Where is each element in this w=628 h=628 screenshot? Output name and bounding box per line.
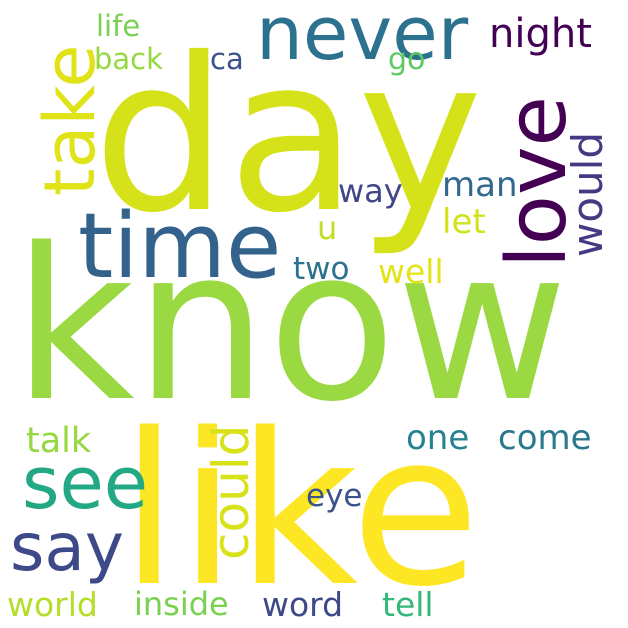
word-night: night [489, 11, 592, 57]
word-time: time [78, 194, 282, 299]
word-could: could [202, 424, 260, 560]
word-know: know [13, 203, 568, 448]
word-like: like [120, 388, 481, 628]
word-ca: ca [210, 42, 244, 76]
word-go: go [388, 42, 426, 77]
word-word: word [262, 585, 344, 624]
word-see: see [22, 441, 149, 525]
word-way: way [338, 172, 403, 210]
word-eye: eye [306, 478, 363, 514]
word-tell: tell [382, 585, 434, 624]
word-talk: talk [26, 421, 92, 461]
word-man: man [442, 165, 518, 205]
word-would: would [563, 132, 612, 257]
word-never: never [256, 0, 469, 77]
word-say: say [10, 509, 124, 586]
word-world: world [7, 585, 98, 624]
word-u: u [317, 209, 338, 247]
word-come: come [498, 418, 592, 458]
word-back: back [94, 42, 163, 76]
word-let: let [442, 202, 486, 242]
word-day: day [93, 12, 483, 259]
word-life: life [96, 9, 141, 43]
word-well: well [378, 252, 444, 291]
word-two: two [293, 251, 350, 287]
word-inside: inside [134, 585, 229, 623]
word-one: one [406, 418, 470, 458]
